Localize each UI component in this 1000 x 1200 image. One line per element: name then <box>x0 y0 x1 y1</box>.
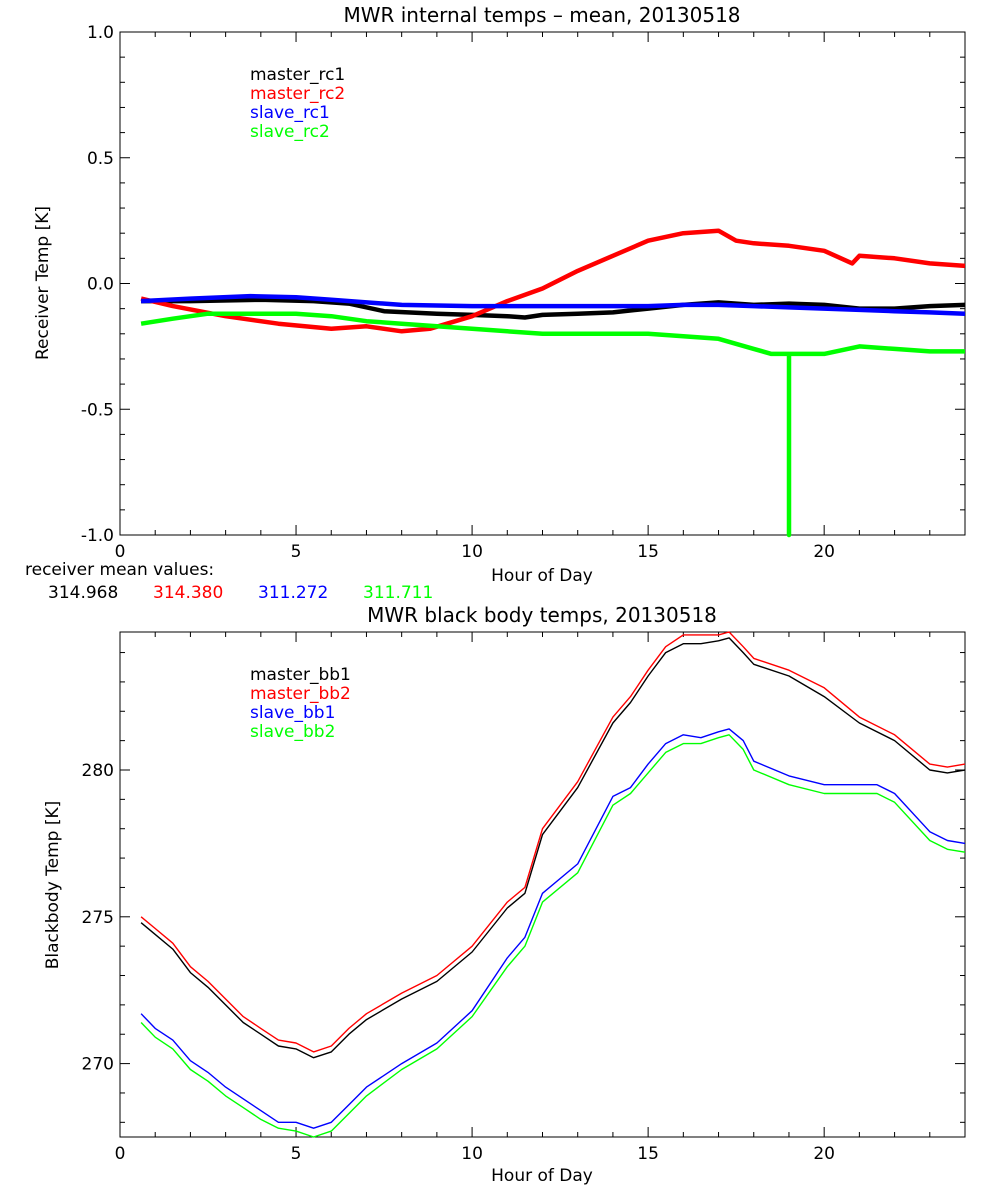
axis-ticks: 0 5 10 15 20 270 275 280 <box>82 632 966 1164</box>
y-tick-label: 280 <box>82 761 114 781</box>
series-line-master_bb2 <box>140 631 966 1053</box>
x-tick-label: 15 <box>637 1144 659 1164</box>
mean-values: 314.968 314.380 311.272 311.711 <box>48 583 433 603</box>
x-axis-label: Hour of Day <box>491 566 593 586</box>
legend-item-master_bb1: master_bb1 <box>250 665 351 685</box>
x-tick-label: 15 <box>637 542 659 562</box>
y-tick-label: 270 <box>82 1055 114 1075</box>
series-line-slave_rc2 <box>140 311 965 538</box>
y-axis-label: Receiver Temp [K] <box>33 206 53 360</box>
series-group <box>140 228 966 538</box>
x-tick-label: 5 <box>291 1144 302 1164</box>
series-line-slave_rc1 <box>140 293 966 316</box>
x-tick-label: 0 <box>115 542 126 562</box>
y-tick-label: 1.0 <box>87 23 114 43</box>
series-line-master_rc1 <box>141 297 966 320</box>
series-group <box>140 631 966 1138</box>
legend-item-master_bb2: master_bb2 <box>250 684 351 704</box>
mean-value: 311.711 <box>363 583 433 603</box>
legend-item-master_rc2: master_rc2 <box>250 84 345 104</box>
y-tick-label: 0.5 <box>87 149 114 169</box>
blackbody-temps-panel: MWR black body temps, 20130518 0 5 10 15 20 2… <box>43 603 966 1186</box>
mean-value: 314.968 <box>48 583 118 603</box>
chart-title: MWR internal temps – mean, 20130518 <box>343 3 740 27</box>
receiver-temps-panel: MWR internal temps – mean, 20130518 0 5 10… <box>25 3 966 603</box>
x-tick-label: 20 <box>813 1144 835 1164</box>
mean-values-label: receiver mean values: <box>25 560 214 580</box>
legend-item-slave_bb2: slave_bb2 <box>250 722 335 742</box>
y-tick-label: 275 <box>82 908 114 928</box>
chart-title: MWR black body temps, 20130518 <box>367 603 717 627</box>
x-tick-label: 10 <box>461 1144 483 1164</box>
x-tick-label: 5 <box>291 542 302 562</box>
y-tick-label: -1.0 <box>81 526 114 546</box>
plot-frame <box>119 31 966 536</box>
mean-value: 311.272 <box>258 583 328 603</box>
series-line-slave_bb2 <box>140 734 966 1138</box>
series-line-master_rc2 <box>140 228 966 334</box>
legend-item-master_rc1: master_rc1 <box>250 65 345 85</box>
series-line-master_bb1 <box>140 637 966 1059</box>
y-tick-label: 0.0 <box>87 275 114 295</box>
legend-item-slave_rc2: slave_rc2 <box>250 122 330 142</box>
mean-value: 314.380 <box>153 583 223 603</box>
axis-ticks: 0 5 10 15 20 -1.0 -0.5 0.0 0.5 1.0 <box>81 23 966 562</box>
series-line-slave_bb1 <box>140 728 966 1129</box>
x-tick-label: 20 <box>813 542 835 562</box>
x-axis-label: Hour of Day <box>491 1166 593 1186</box>
legend-item-slave_bb1: slave_bb1 <box>250 703 335 723</box>
legend-item-slave_rc1: slave_rc1 <box>250 103 330 123</box>
x-tick-label: 10 <box>461 542 483 562</box>
y-tick-label: -0.5 <box>81 400 114 420</box>
x-tick-label: 0 <box>115 1144 126 1164</box>
y-axis-label: Blackbody Temp [K] <box>43 801 63 970</box>
